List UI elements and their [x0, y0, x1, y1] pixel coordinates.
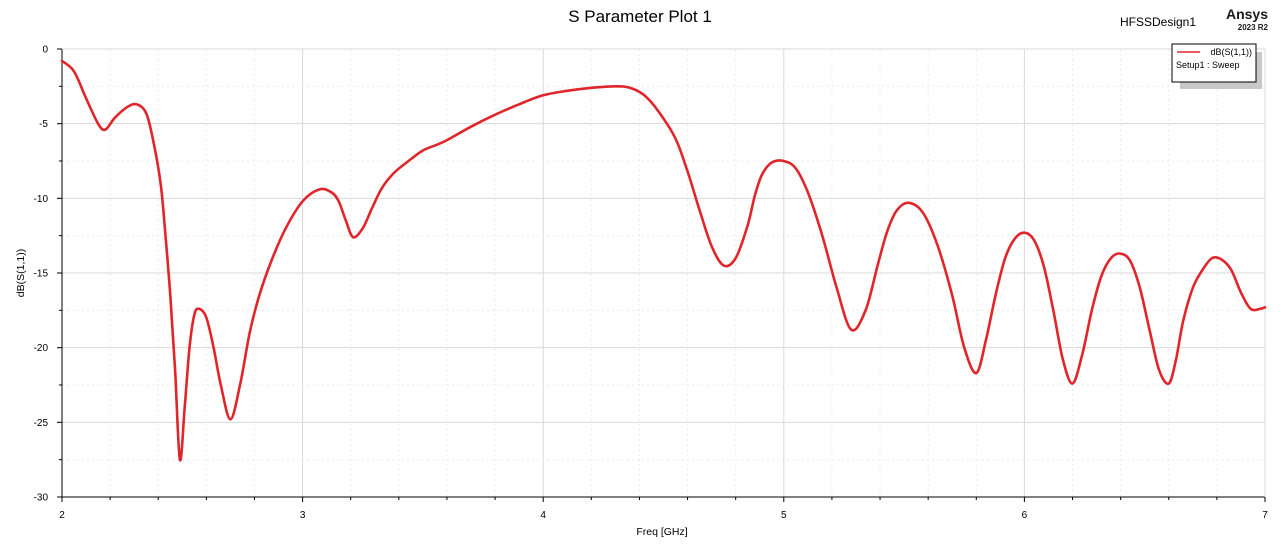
series-layer — [60, 59, 1267, 462]
y-tick-label: -10 — [34, 194, 49, 205]
y-tick-label: -15 — [34, 269, 49, 280]
chart-title: S Parameter Plot 1 — [568, 7, 712, 26]
y-tick-label: -5 — [39, 119, 48, 130]
series-line-s11 — [60, 59, 1267, 462]
x-tick-label: 5 — [781, 510, 787, 521]
y-tick-label: 0 — [42, 45, 48, 56]
legend-series-label: dB(S(1,1)) — [1210, 47, 1252, 57]
x-tick-label: 3 — [300, 510, 306, 521]
x-axis-label: Freq [GHz] — [636, 526, 687, 538]
axes — [57, 48, 1266, 502]
y-tick-label: -20 — [34, 343, 49, 354]
y-tick-label: -30 — [34, 493, 49, 504]
legend-setup-label: Setup1 : Sweep — [1176, 60, 1240, 70]
legend[interactable]: dB(S(1,1)) Setup1 : Sweep — [1171, 43, 1262, 89]
x-tick-label: 7 — [1262, 510, 1268, 521]
brand-version: 2023 R2 — [1238, 23, 1269, 32]
x-tick-label: 2 — [59, 510, 65, 521]
legend-box — [1171, 43, 1257, 83]
design-name: HFSSDesign1 — [1120, 15, 1196, 29]
x-tick-label: 4 — [540, 510, 546, 521]
grid — [62, 49, 1265, 497]
tick-labels: 2 3 4 5 6 7 0 -5 -10 -15 -20 -25 -30 — [34, 45, 1269, 522]
brand-logo: Ansys — [1226, 6, 1268, 22]
x-tick-label: 6 — [1022, 510, 1028, 521]
y-axis-label: dB(S(1,1)) — [15, 249, 27, 297]
y-tick-label: -25 — [34, 418, 49, 429]
